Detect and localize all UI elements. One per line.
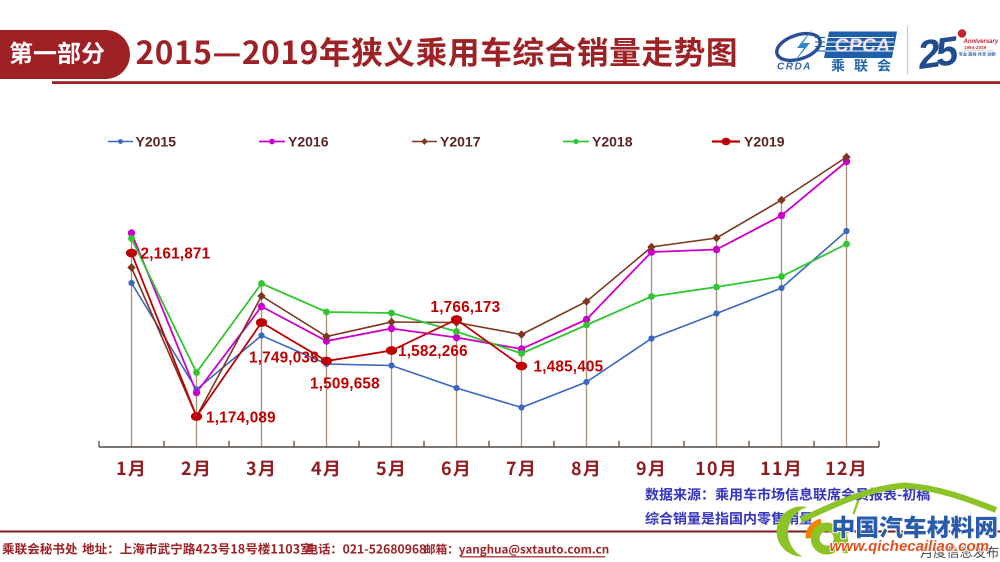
svg-text:www.qichecailiao.com: www.qichecailiao.com [830, 538, 990, 555]
svg-text:Y2018: Y2018 [592, 134, 633, 150]
svg-text:1,509,658: 1,509,658 [310, 376, 380, 393]
svg-text:1994-2019: 1994-2019 [964, 45, 987, 50]
svg-text:1,766,173: 1,766,173 [431, 299, 501, 316]
svg-text:1,749,038: 1,749,038 [249, 350, 319, 367]
svg-text:2,161,871: 2,161,871 [141, 246, 211, 263]
svg-text:Y2015: Y2015 [136, 134, 177, 150]
svg-text:1,582,266: 1,582,266 [398, 343, 468, 360]
svg-text:Anniversary: Anniversary [963, 39, 999, 45]
svg-text:25: 25 [914, 29, 961, 78]
svg-text:CRDA: CRDA [777, 62, 812, 73]
svg-text:Y2019: Y2019 [744, 134, 785, 150]
svg-text:Y2017: Y2017 [440, 134, 481, 150]
svg-text:CPCA: CPCA [833, 36, 892, 57]
svg-text:1,174,089: 1,174,089 [206, 410, 276, 427]
svg-text:1,485,405: 1,485,405 [534, 359, 604, 376]
svg-text:Y2016: Y2016 [288, 134, 329, 150]
